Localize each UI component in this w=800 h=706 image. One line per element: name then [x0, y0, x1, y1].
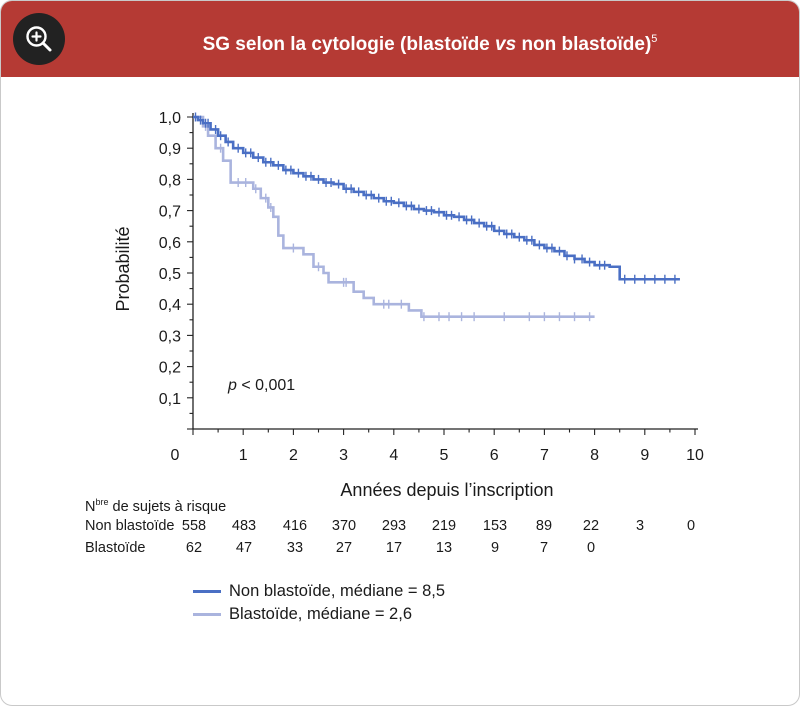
y-tick-label: 0,2 [159, 360, 181, 377]
chart-title: SG selon la cytologie (blastoïde vs non … [202, 33, 658, 55]
y-tick-label: 0,5 [159, 266, 181, 283]
zoom-in-button[interactable] [13, 13, 65, 65]
x-tick-label: 6 [490, 447, 499, 464]
legend-swatch-blastoid [193, 613, 221, 616]
y-tick-label: 0,4 [159, 297, 181, 314]
p-value-annotation: p < 0,001 [227, 377, 295, 394]
legend-swatch-non-blastoid [193, 590, 221, 593]
x-tick-label: 10 [686, 447, 704, 464]
x-tick-label: 2 [289, 447, 298, 464]
y-tick-label: 0,7 [159, 204, 181, 221]
y-tick-label: 0,3 [159, 328, 181, 345]
card-header: SG selon la cytologie (blastoïde vs non … [1, 1, 799, 77]
x-tick-label: 8 [590, 447, 599, 464]
x-tick-label: 7 [540, 447, 549, 464]
zoom-in-icon [26, 26, 52, 52]
y-axis-label: Probabilité [113, 226, 133, 311]
series-blastoid-line [193, 115, 595, 318]
y-tick-label: 0,6 [159, 235, 181, 252]
x-axis-label: Années depuis l’inscription [340, 480, 553, 500]
x-tick-label: 0 [171, 447, 180, 464]
y-tick-label: 0,8 [159, 172, 181, 189]
x-tick-label: 5 [440, 447, 449, 464]
y-tick-label: 0,9 [159, 141, 181, 158]
y-tick-label: 0,1 [159, 391, 181, 408]
x-tick-label: 1 [239, 447, 248, 464]
y-tick-label: 1,0 [159, 110, 181, 127]
x-tick-label: 9 [640, 447, 649, 464]
x-tick-label: 3 [339, 447, 348, 464]
x-tick-label: 4 [389, 447, 398, 464]
